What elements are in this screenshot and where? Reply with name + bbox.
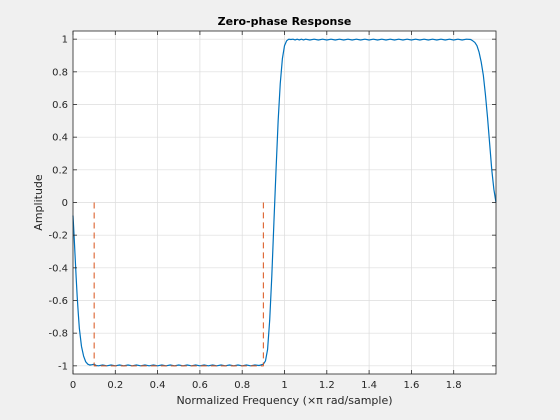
x-axis-label-main: Normalized Frequency (: [176, 394, 307, 407]
x-axis-label-pi-symbol: ×π: [307, 394, 323, 407]
y-tick-label: 0.4: [52, 133, 68, 144]
y-tick-label: -1: [58, 361, 68, 372]
grid: [72, 31, 496, 374]
y-tick-label: 0.2: [52, 165, 68, 176]
y-tick-label: -0.4: [48, 263, 68, 274]
y-tick-label: 0: [62, 198, 68, 209]
x-axis-label: Normalized Frequency (×π rad/sample): [176, 394, 392, 407]
x-tick-label: 1.4: [361, 380, 377, 391]
x-tick-label: 1.8: [446, 380, 462, 391]
y-tick-label: 0.6: [52, 100, 68, 111]
y-tick-label: -0.2: [48, 231, 68, 242]
x-axis-label-unit: rad/sample): [323, 394, 393, 407]
x-tick-label: 0.6: [192, 380, 208, 391]
x-tick-label: 1.6: [403, 380, 419, 391]
y-tick-label: -0.6: [48, 296, 68, 307]
mask-series-line: [93, 202, 264, 367]
ticks: 0 0.2 0.4 0.6 0.8 1 1.2 1.4 1.6 1.8 -1 -0.8 -0.6 -0.4…: [48, 31, 496, 391]
y-axis-label: Amplitude: [32, 174, 45, 231]
chart-title: Zero-phase Response: [218, 15, 352, 28]
y-tick-label: 0.8: [52, 67, 68, 78]
y-tick-label: 1: [62, 35, 68, 46]
x-tick-label: 0.2: [107, 380, 123, 391]
x-tick-label: 1.2: [319, 380, 335, 391]
series-layer: [72, 38, 497, 367]
x-tick-label: 0: [70, 380, 76, 391]
x-tick-label: 0.8: [234, 380, 250, 391]
x-tick-label: 1: [281, 380, 287, 391]
y-tick-label: -0.8: [48, 329, 68, 340]
x-tick-label: 0.4: [150, 380, 166, 391]
